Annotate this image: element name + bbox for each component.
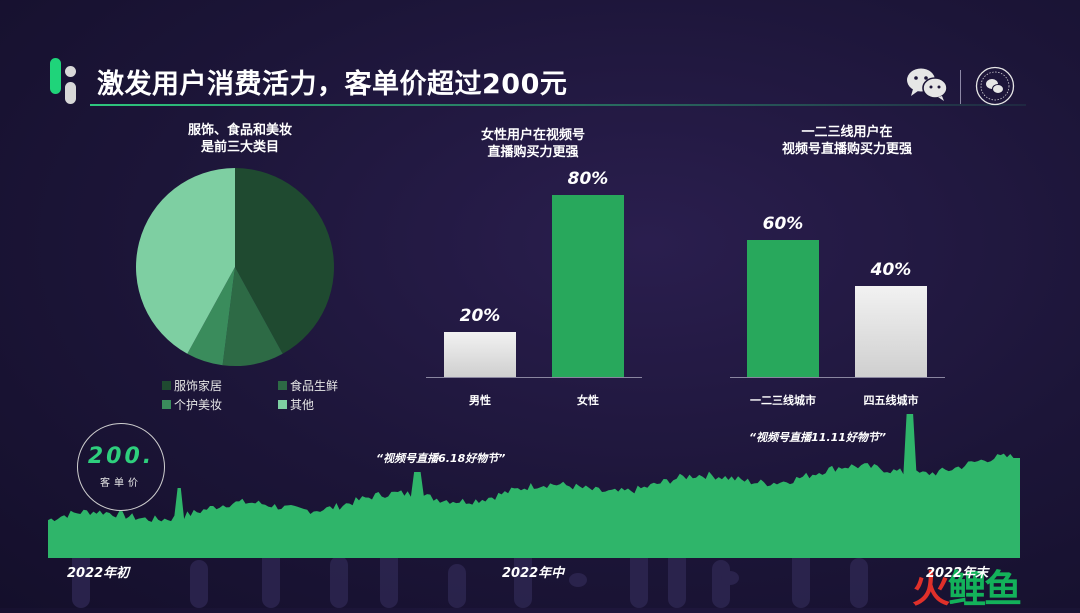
timeline-start-label: 2022年初: [67, 566, 130, 581]
timeline-mid-label: 2022年中: [502, 566, 565, 581]
city-caption-line1: 一二三线用户在: [801, 125, 893, 140]
title-underline: [90, 104, 1026, 106]
city-caption: 一二三线用户在 视频号直播购买力更强: [762, 124, 932, 158]
logo-dot-icon: [65, 66, 76, 77]
city-axis: [730, 377, 945, 378]
bar-label-tier45: 40%: [870, 259, 912, 280]
watermark-logo: 火鲤鱼: [912, 558, 1022, 613]
legend-item-apparel: 服饰家居: [162, 377, 222, 394]
page-title: 激发用户消费活力，客单价超过200元: [97, 69, 568, 100]
logo-bar-icon: [50, 58, 61, 94]
bar-female: [552, 195, 624, 377]
pie-slice-1: [222, 267, 283, 366]
legend-label: 服饰家居: [174, 379, 223, 393]
gender-caption-line1: 女性用户在视频号: [480, 128, 585, 143]
legend-label: 其他: [290, 398, 315, 412]
legend-item-beauty: 个护美妆: [162, 396, 222, 413]
legend-item-food: 食品生鲜: [278, 377, 338, 394]
bar-male: [444, 331, 516, 377]
legend-swatch: [162, 381, 171, 390]
bar-label-tier123: 60%: [762, 214, 804, 235]
pie-caption: 服饰、食品和美妆 是前三大类目: [160, 122, 320, 156]
legend-swatch: [278, 400, 287, 409]
legend-item-other: 其他: [278, 396, 314, 413]
gmv-area-chart: [48, 414, 1020, 558]
bar-tier45: [855, 285, 927, 377]
watermark-part-a: 火: [912, 567, 950, 611]
kpi-value: 200.: [87, 444, 155, 469]
category-female: 女性: [577, 394, 599, 407]
wechat-icon: [907, 68, 948, 101]
area-series: [48, 414, 1020, 558]
city-caption-line2: 视频号直播购买力更强: [781, 142, 912, 157]
gender-axis: [426, 377, 642, 378]
watermark-part-b: 鲤鱼: [948, 567, 1022, 611]
bar-label-male: 20%: [459, 305, 501, 326]
category-tier45: 四五线城市: [863, 394, 919, 407]
annotation-618: “视频号直播6.18好物节”: [376, 452, 506, 465]
header-separator: [960, 70, 961, 104]
pie-slice-0: [235, 168, 334, 354]
pie-slice-3: [135, 168, 235, 354]
legend-swatch: [278, 381, 287, 390]
pie-caption-line2: 是前三大类目: [200, 140, 279, 155]
kpi-label: 客单价: [100, 478, 142, 489]
legend-swatch: [162, 400, 171, 409]
gender-caption: 女性用户在视频号 直播购买力更强: [453, 127, 613, 161]
bar-label-female: 80%: [567, 169, 609, 190]
timeline-end-label: 2022年末: [926, 566, 989, 581]
wechat-seal-icon: [975, 66, 1015, 106]
pie-caption-line1: 服饰、食品和美妆: [187, 123, 292, 138]
gender-caption-line2: 直播购买力更强: [487, 145, 579, 160]
legend-label: 食品生鲜: [290, 379, 339, 393]
category-pie-chart: [135, 168, 334, 366]
legend-label: 个护美妆: [174, 398, 223, 412]
annotation-1111: “视频号直播11.11好物节”: [749, 431, 886, 444]
logo-stem-icon: [65, 82, 76, 104]
pie-slice-2: [187, 267, 235, 366]
kpi-circle: [77, 423, 165, 511]
bar-tier123: [747, 240, 819, 377]
category-tier123: 一二三线城市: [750, 394, 816, 407]
category-male: 男性: [469, 394, 491, 407]
